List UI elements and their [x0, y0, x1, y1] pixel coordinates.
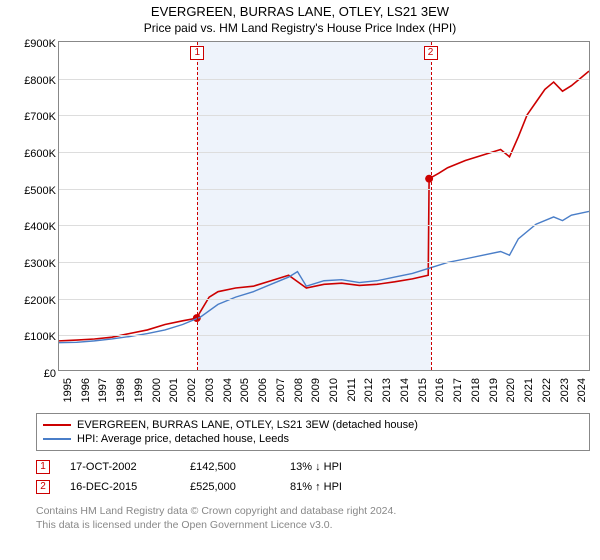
- x-tick-label: 2015: [417, 378, 429, 402]
- x-tick-label: 2014: [399, 378, 411, 402]
- x-tick-label: 2016: [434, 378, 446, 402]
- event-num-box: 2: [36, 480, 50, 494]
- y-tick-label: £700K: [6, 111, 56, 123]
- x-tick-label: 2020: [505, 378, 517, 402]
- y-tick-label: £600K: [6, 148, 56, 160]
- marker-box: 2: [424, 46, 438, 60]
- event-date: 17-OCT-2002: [70, 461, 170, 473]
- x-tick-label: 2012: [363, 378, 375, 402]
- x-tick-label: 2017: [452, 378, 464, 402]
- event-price: £525,000: [190, 481, 270, 493]
- y-tick-label: £0: [6, 368, 56, 380]
- sale-events-table: 1 17-OCT-2002 £142,500 13% ↓ HPI 2 16-DEC-201…: [36, 457, 590, 497]
- chart-lines: [59, 42, 589, 370]
- chart-plot-area: 12: [58, 41, 590, 371]
- y-tick-label: £100K: [6, 331, 56, 343]
- x-tick-label: 2006: [257, 378, 269, 402]
- legend-label: EVERGREEN, BURRAS LANE, OTLEY, LS21 3EW …: [77, 419, 418, 431]
- x-tick-label: 2022: [541, 378, 553, 402]
- x-tick-label: 2024: [576, 378, 588, 402]
- event-row: 1 17-OCT-2002 £142,500 13% ↓ HPI: [36, 457, 590, 477]
- chart-title: EVERGREEN, BURRAS LANE, OTLEY, LS21 3EW: [0, 0, 600, 19]
- x-tick-label: 2023: [559, 378, 571, 402]
- legend-row: EVERGREEN, BURRAS LANE, OTLEY, LS21 3EW …: [43, 418, 583, 432]
- y-tick-label: £400K: [6, 221, 56, 233]
- event-date: 16-DEC-2015: [70, 481, 170, 493]
- y-tick-label: £500K: [6, 185, 56, 197]
- x-tick-label: 2019: [488, 378, 500, 402]
- x-tick-label: 2005: [239, 378, 251, 402]
- marker-vline: [431, 42, 432, 370]
- event-row: 2 16-DEC-2015 £525,000 81% ↑ HPI: [36, 477, 590, 497]
- x-tick-label: 2004: [222, 378, 234, 402]
- x-tick-label: 2018: [470, 378, 482, 402]
- event-hpi: 13% ↓ HPI: [290, 461, 380, 473]
- x-tick-label: 1995: [62, 378, 74, 402]
- legend-swatch: [43, 424, 71, 426]
- y-tick-label: £800K: [6, 75, 56, 87]
- x-tick-label: 2011: [346, 378, 358, 402]
- footnote: Contains HM Land Registry data © Crown c…: [36, 505, 590, 532]
- x-tick-label: 2001: [168, 378, 180, 402]
- legend-label: HPI: Average price, detached house, Leed…: [77, 433, 289, 445]
- x-tick-label: 2009: [310, 378, 322, 402]
- x-tick-label: 1996: [80, 378, 92, 402]
- footnote-line: Contains HM Land Registry data © Crown c…: [36, 505, 590, 519]
- x-tick-label: 2007: [275, 378, 287, 402]
- x-tick-label: 1998: [115, 378, 127, 402]
- marker-vline: [197, 42, 198, 370]
- x-tick-label: 1999: [133, 378, 145, 402]
- event-num-box: 1: [36, 460, 50, 474]
- x-tick-label: 2000: [151, 378, 163, 402]
- x-tick-label: 1997: [97, 378, 109, 402]
- marker-box: 1: [190, 46, 204, 60]
- chart-subtitle: Price paid vs. HM Land Registry's House …: [0, 19, 600, 41]
- legend-row: HPI: Average price, detached house, Leed…: [43, 432, 583, 446]
- y-tick-label: £200K: [6, 295, 56, 307]
- x-tick-label: 2003: [204, 378, 216, 402]
- x-tick-label: 2010: [328, 378, 340, 402]
- y-tick-label: £900K: [6, 38, 56, 50]
- y-tick-label: £300K: [6, 258, 56, 270]
- x-tick-label: 2013: [381, 378, 393, 402]
- x-tick-label: 2002: [186, 378, 198, 402]
- event-hpi: 81% ↑ HPI: [290, 481, 380, 493]
- x-tick-label: 2021: [523, 378, 535, 402]
- event-price: £142,500: [190, 461, 270, 473]
- legend-swatch: [43, 438, 71, 440]
- footnote-line: This data is licensed under the Open Gov…: [36, 519, 590, 533]
- chart-legend: EVERGREEN, BURRAS LANE, OTLEY, LS21 3EW …: [36, 413, 590, 451]
- x-tick-label: 2008: [293, 378, 305, 402]
